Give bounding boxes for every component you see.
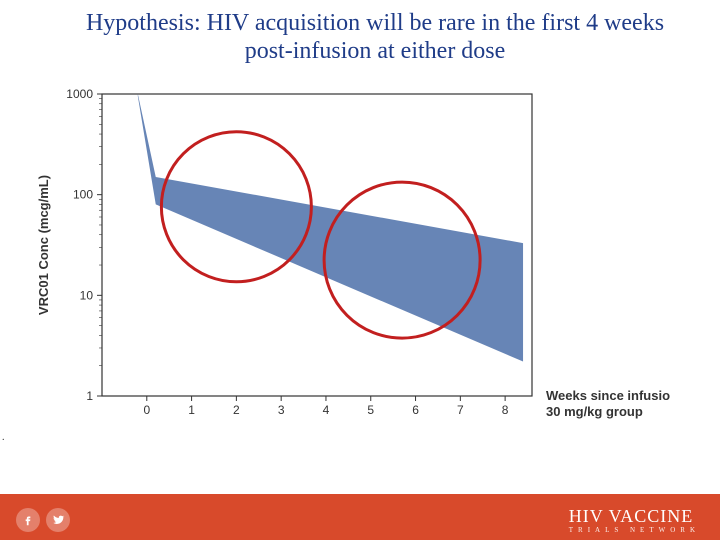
pk-chart-svg: 1 10 100 1000 VRC01 Conc (mcg/mL) 0 1 2 3 4 5 6 7 8 We… — [30, 80, 670, 440]
x-axis-label-2: 30 mg/kg group — [546, 404, 643, 419]
twitter-icon[interactable] — [46, 508, 70, 532]
x-tick-label: 5 — [367, 403, 374, 417]
pk-chart: 1 10 100 1000 VRC01 Conc (mcg/mL) 0 1 2 3 4 5 6 7 8 We… — [30, 80, 670, 440]
footer: HIV VACCINE TRIALS NETWORK — [0, 484, 720, 540]
facebook-icon[interactable] — [16, 508, 40, 532]
stray-dot: . — [2, 432, 5, 443]
y-tick-label: 1 — [86, 389, 93, 403]
x-tick-label: 2 — [233, 403, 240, 417]
social-icons — [16, 508, 70, 532]
x-tick-label: 8 — [502, 403, 509, 417]
x-tick-label: 4 — [323, 403, 330, 417]
x-axis-label-1: Weeks since infusion — [546, 388, 670, 403]
y-axis-label: VRC01 Conc (mcg/mL) — [36, 175, 51, 315]
y-tick-label: 10 — [80, 288, 94, 302]
x-tick-label: 7 — [457, 403, 464, 417]
brand-main: HIV VACCINE — [569, 507, 700, 525]
x-tick-label: 6 — [412, 403, 419, 417]
brand-sub: TRIALS NETWORK — [569, 527, 700, 534]
brand-block: HIV VACCINE TRIALS NETWORK — [569, 507, 700, 534]
slide-title: Hypothesis: HIV acquisition will be rare… — [70, 10, 680, 65]
x-tick-label: 1 — [188, 403, 195, 417]
footer-gap — [0, 484, 720, 494]
y-tick-label: 100 — [73, 188, 93, 202]
x-tick-label: 3 — [278, 403, 285, 417]
x-tick-label: 0 — [143, 403, 150, 417]
y-tick-label: 1000 — [66, 87, 93, 101]
